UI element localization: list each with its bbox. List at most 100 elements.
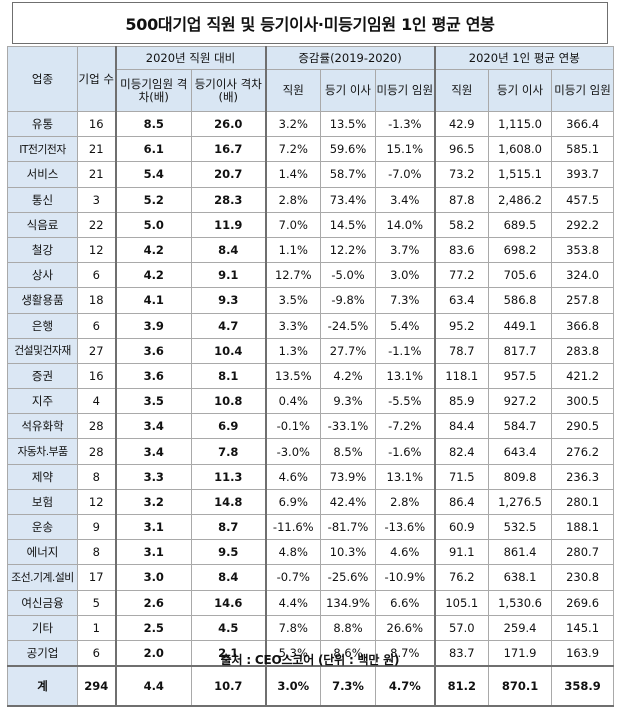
cell-company-count: 8 (77, 539, 116, 566)
cell-change-registered: 27.7% (320, 337, 377, 364)
cell-salary-registered: 638.1 (488, 564, 553, 591)
cell-change-employee: 3.5% (264, 287, 322, 314)
cell-change-employee: 6.9% (264, 488, 322, 516)
cell-change-registered: 58.7% (320, 161, 377, 188)
cell-salary-unregistered: 353.8 (551, 236, 615, 264)
header-group-salary: 2020년 1인 평균 연봉 (433, 46, 615, 70)
cell-industry: 유통 (7, 110, 78, 138)
cell-salary-unregistered: 188.1 (551, 513, 615, 541)
cell-salary-employee: 76.2 (433, 564, 490, 591)
cell-unregistered-ratio: 3.0 (114, 564, 192, 591)
cell-change-registered: 7.3% (320, 665, 377, 707)
header-change-employee: 직원 (264, 69, 322, 112)
cell-industry: 상사 (7, 262, 78, 289)
table-row: 식음료 22 5.0 11.9 7.0% 14.5% 14.0% 58.2 689.5 292.2 (7, 211, 615, 238)
header-industry: 업종 (7, 46, 78, 112)
cell-salary-employee: 118.1 (433, 362, 490, 390)
cell-company-count: 1 (77, 614, 116, 641)
cell-unregistered-ratio: 6.1 (114, 136, 192, 163)
header-group-ratio: 2020년 직원 대비 (114, 46, 267, 70)
header-registered-ratio: 등기이사 격차(배) (190, 69, 267, 112)
cell-unregistered-ratio: 5.2 (114, 186, 192, 213)
cell-salary-unregistered: 257.8 (551, 287, 615, 314)
cell-salary-employee: 73.2 (433, 161, 490, 188)
cell-change-registered: 12.2% (320, 236, 377, 264)
cell-unregistered-ratio: 4.2 (114, 236, 192, 264)
cell-salary-registered: 957.5 (488, 362, 553, 390)
cell-industry: 통신 (7, 186, 78, 213)
cell-salary-registered: 643.4 (488, 438, 553, 465)
cell-company-count: 22 (77, 211, 116, 238)
cell-change-registered: -24.5% (320, 312, 377, 339)
cell-salary-employee: 96.5 (433, 136, 490, 163)
table-row: 제약 8 3.3 11.3 4.6% 73.9% 13.1% 71.5 809.8 236.3 (7, 463, 615, 490)
cell-salary-registered: 870.1 (488, 665, 553, 707)
cell-company-count: 8 (77, 463, 116, 490)
cell-industry: 식음료 (7, 211, 78, 238)
cell-unregistered-ratio: 3.5 (114, 388, 192, 415)
header-salary-employee: 직원 (433, 69, 490, 112)
cell-change-unregistered: -1.3% (375, 110, 436, 138)
table-row: 건설및건자재 27 3.6 10.4 1.3% 27.7% -1.1% 78.7 817.7 28… (7, 337, 615, 364)
cell-company-count: 6 (77, 312, 116, 339)
cell-change-unregistered: -7.0% (375, 161, 436, 188)
cell-change-registered: -25.6% (320, 564, 377, 591)
table-title: 500대기업 직원 및 등기이사·미등기임원 1인 평균 연봉 (12, 2, 608, 44)
cell-change-unregistered: -10.9% (375, 564, 436, 591)
total-row: 계 294 4.4 10.7 3.0% 7.3% 4.7% 81.2 870.1 358.9 (7, 665, 615, 707)
table-row: 생활용품 18 4.1 9.3 3.5% -9.8% 7.3% 63.4 586.8 257.8 (7, 287, 615, 314)
cell-change-registered: 8.6% (320, 639, 377, 667)
cell-industry: 서비스 (7, 161, 78, 188)
table-row: 공기업 6 2.0 2.1 5.3% 8.6% 8.7% 83.7 171.9 163.9 (7, 639, 615, 667)
cell-salary-registered: 532.5 (488, 513, 553, 541)
cell-salary-unregistered: 358.9 (551, 665, 615, 707)
cell-registered-ratio: 8.1 (190, 362, 267, 390)
cell-change-unregistered: -5.5% (375, 388, 436, 415)
cell-change-employee: -0.7% (264, 564, 322, 591)
cell-change-employee: 7.2% (264, 136, 322, 163)
cell-salary-employee: 60.9 (433, 513, 490, 541)
cell-salary-employee: 71.5 (433, 463, 490, 490)
cell-salary-employee: 82.4 (433, 438, 490, 465)
cell-salary-registered: 1,530.6 (488, 589, 553, 616)
cell-company-count: 21 (77, 136, 116, 163)
cell-registered-ratio: 7.8 (190, 438, 267, 465)
table-row: 철강 12 4.2 8.4 1.1% 12.2% 3.7% 83.6 698.2 353.8 (7, 236, 615, 264)
cell-salary-registered: 809.8 (488, 463, 553, 490)
cell-salary-unregistered: 280.1 (551, 488, 615, 516)
cell-salary-employee: 81.2 (433, 665, 490, 707)
cell-salary-registered: 861.4 (488, 539, 553, 566)
cell-change-unregistered: 8.7% (375, 639, 436, 667)
cell-change-unregistered: 3.0% (375, 262, 436, 289)
cell-salary-registered: 1,115.0 (488, 110, 553, 138)
cell-change-registered: 14.5% (320, 211, 377, 238)
cell-salary-registered: 705.6 (488, 262, 553, 289)
cell-change-employee: 4.6% (264, 463, 322, 490)
cell-registered-ratio: 16.7 (190, 136, 267, 163)
cell-registered-ratio: 9.5 (190, 539, 267, 566)
cell-company-count: 4 (77, 388, 116, 415)
header-group-change: 증감률(2019-2020) (264, 46, 436, 70)
cell-unregistered-ratio: 3.1 (114, 513, 192, 541)
cell-industry: IT전기전자 (7, 136, 78, 163)
cell-unregistered-ratio: 8.5 (114, 110, 192, 138)
cell-change-registered: 73.4% (320, 186, 377, 213)
cell-salary-employee: 87.8 (433, 186, 490, 213)
cell-change-unregistered: 2.8% (375, 488, 436, 516)
cell-change-employee: 4.4% (264, 589, 322, 616)
cell-change-unregistered: -1.1% (375, 337, 436, 364)
cell-industry: 생활용품 (7, 287, 78, 314)
cell-salary-unregistered: 421.2 (551, 362, 615, 390)
cell-industry: 제약 (7, 463, 78, 490)
cell-industry: 건설및건자재 (7, 337, 78, 364)
cell-salary-registered: 1,608.0 (488, 136, 553, 163)
cell-registered-ratio: 14.8 (190, 488, 267, 516)
cell-industry: 증권 (7, 362, 78, 390)
cell-unregistered-ratio: 4.4 (114, 665, 192, 707)
table-row: IT전기전자 21 6.1 16.7 7.2% 59.6% 15.1% 96.5 1,608.0… (7, 136, 615, 163)
cell-salary-unregistered: 585.1 (551, 136, 615, 163)
cell-salary-employee: 84.4 (433, 413, 490, 440)
cell-salary-unregistered: 280.7 (551, 539, 615, 566)
cell-change-unregistered: -13.6% (375, 513, 436, 541)
cell-registered-ratio: 28.3 (190, 186, 267, 213)
